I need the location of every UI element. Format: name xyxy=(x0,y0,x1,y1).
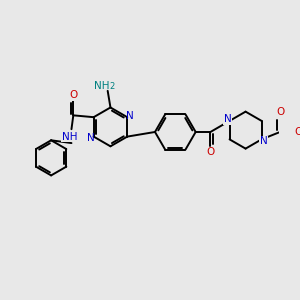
Text: O: O xyxy=(276,106,284,117)
Text: N: N xyxy=(224,114,232,124)
Text: N: N xyxy=(87,133,95,142)
Text: O: O xyxy=(206,147,214,157)
Text: NH: NH xyxy=(62,132,77,142)
Text: N: N xyxy=(126,111,134,121)
Text: NH: NH xyxy=(94,81,110,91)
Text: O: O xyxy=(294,127,300,137)
Text: 2: 2 xyxy=(110,82,115,91)
Text: O: O xyxy=(69,90,77,100)
Text: N: N xyxy=(260,136,267,146)
